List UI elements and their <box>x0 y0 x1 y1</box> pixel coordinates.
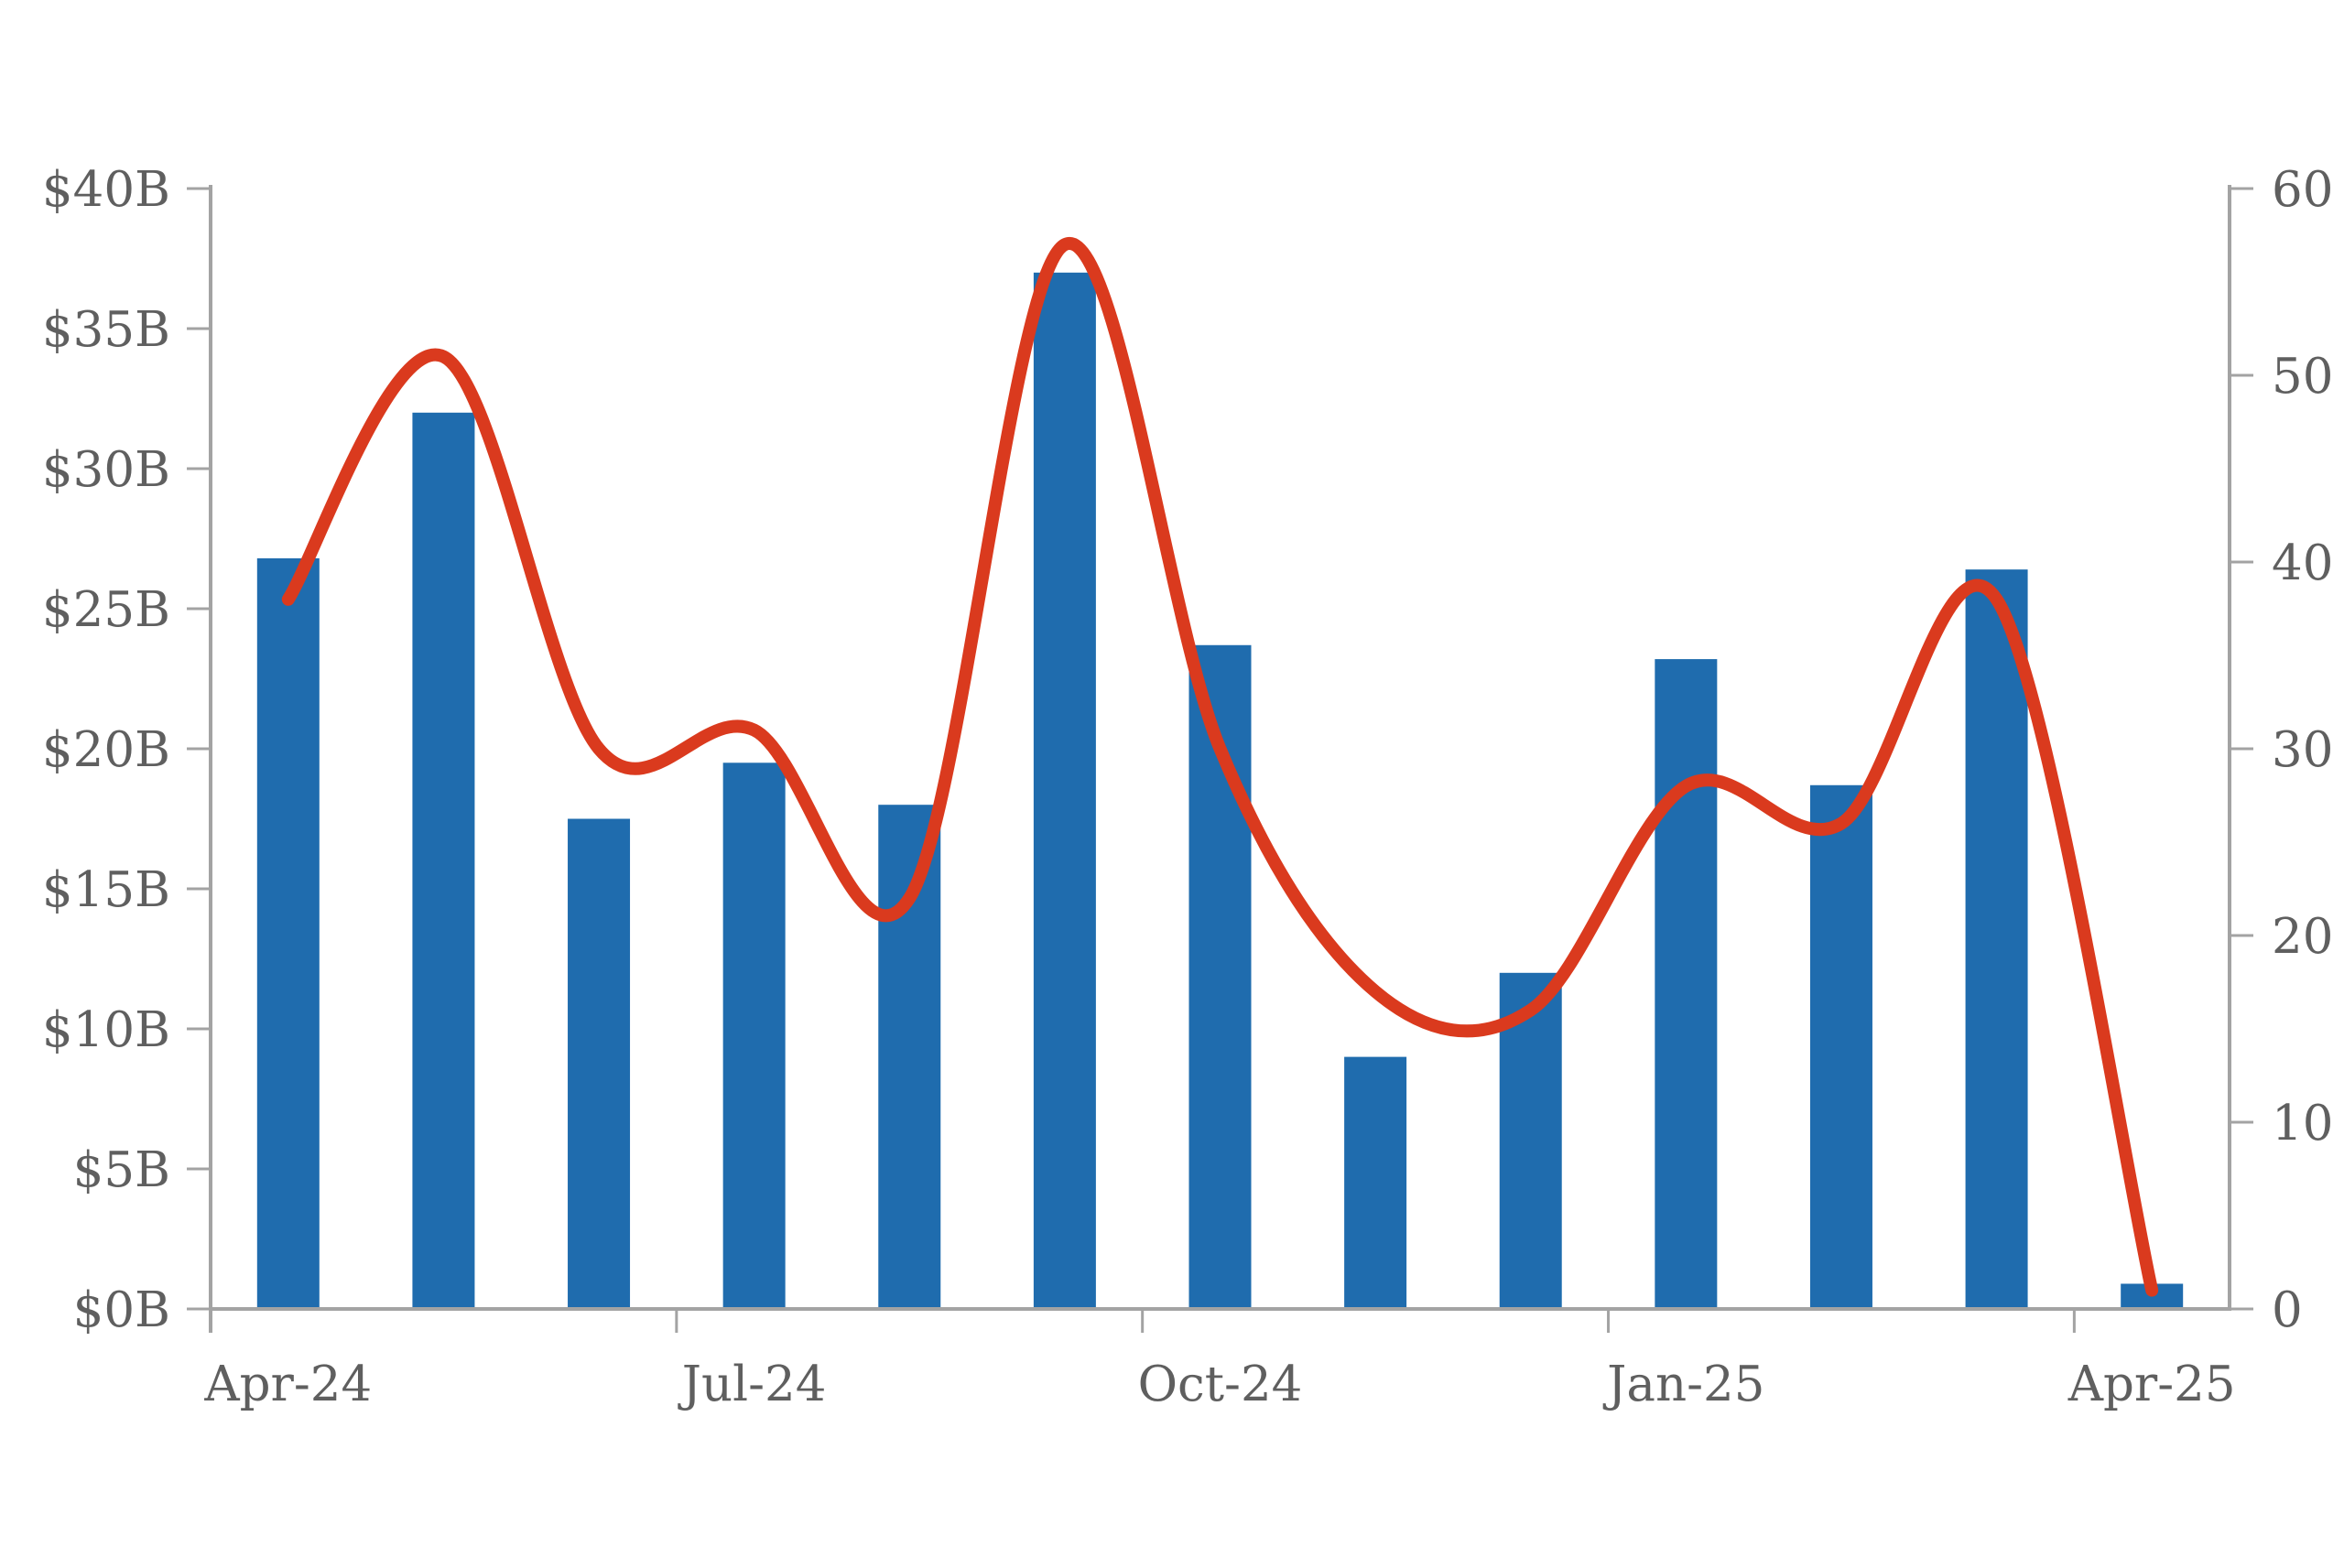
x-axis-label: Jul-24 <box>678 1357 827 1412</box>
bar-aug-24 <box>878 805 941 1309</box>
left-axis-tick-label: $10B <box>42 1002 170 1058</box>
x-axis-label: Oct-24 <box>1138 1357 1303 1412</box>
bar-series-group <box>256 272 2184 1309</box>
left-axis-tick-label: $30B <box>42 442 170 498</box>
bar-dec-24 <box>1499 972 1562 1309</box>
bar-mar-25 <box>1965 569 2028 1309</box>
left-axis-tick-label: $0B <box>73 1282 170 1338</box>
bar-nov-24 <box>1344 1056 1407 1309</box>
left-axis-tick-label: $35B <box>42 302 170 358</box>
x-axis-label: Apr-24 <box>203 1357 372 1412</box>
right-axis-tick-label: 0 <box>2272 1282 2303 1338</box>
bar-apr-24 <box>256 557 320 1309</box>
right-value-axis: 60 50 40 30 20 10 0 <box>2228 162 2333 1338</box>
right-axis-tick-label: 30 <box>2272 722 2333 778</box>
category-axis: Apr-24 Jul-24 Oct-24 Jan-25 Apr-25 <box>203 1307 2236 1412</box>
left-axis-tick-label: $40B <box>42 162 170 218</box>
bar-may-24 <box>412 412 475 1309</box>
right-axis-tick-label: 40 <box>2272 535 2333 591</box>
left-axis-tick-label: $5B <box>73 1142 170 1198</box>
bar-feb-25 <box>1809 784 1872 1309</box>
right-axis-tick-label: 20 <box>2272 909 2333 965</box>
bar-jan-25 <box>1655 659 1718 1309</box>
right-axis-tick-label: 50 <box>2272 349 2333 405</box>
right-axis-tick-label: 60 <box>2272 162 2333 218</box>
trend-line-series <box>281 237 2159 1297</box>
bar-jun-24 <box>568 818 631 1309</box>
bar-sep-24 <box>1033 272 1096 1309</box>
x-axis-label: Jan-25 <box>1602 1357 1764 1412</box>
right-axis-tick-label: 10 <box>2272 1096 2333 1152</box>
left-value-axis: $40B $35B $30B $25B $20B $15B $10B $5B $0B <box>42 162 212 1338</box>
left-axis-tick-label: $15B <box>42 862 170 918</box>
left-axis-tick-label: $20B <box>42 722 170 778</box>
x-axis-label: Apr-25 <box>2067 1357 2236 1412</box>
left-axis-tick-label: $25B <box>42 582 170 638</box>
bar-jul-24 <box>722 762 786 1309</box>
